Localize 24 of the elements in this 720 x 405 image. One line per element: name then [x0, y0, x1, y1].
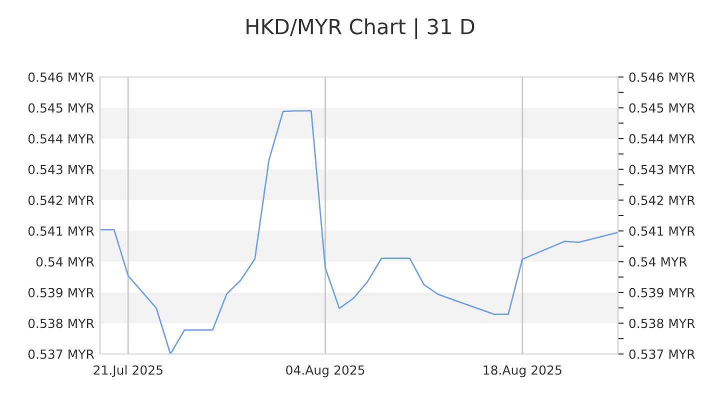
y-tick-label: 0.539 MYR: [28, 288, 94, 298]
y2-tick-label: 0.54 MYR: [629, 257, 687, 267]
y-tick-label: 0.538 MYR: [28, 318, 94, 328]
y-tick-label: 0.537 MYR: [28, 349, 94, 359]
y2-tick-label: 0.539 MYR: [629, 288, 695, 298]
y-tick-label: 0.544 MYR: [28, 134, 94, 144]
x-tick-label: 18.Aug 2025: [484, 365, 562, 378]
y2-tick-label: 0.546 MYR: [629, 72, 695, 82]
y2-tick-label: 0.542 MYR: [629, 196, 695, 206]
y-tick-label: 0.54 MYR: [36, 257, 94, 267]
chart-title: HKD/MYR Chart | 31 D: [246, 18, 474, 40]
y-tick-label: 0.541 MYR: [28, 226, 94, 236]
y2-tick-label: 0.544 MYR: [629, 134, 695, 144]
y-tick-label: 0.545 MYR: [28, 103, 94, 113]
x-tick-label: 04.Aug 2025: [286, 365, 364, 378]
y-tick-label: 0.543 MYR: [28, 164, 94, 174]
y2-tick-label: 0.545 MYR: [629, 103, 695, 113]
y2-tick-label: 0.543 MYR: [629, 164, 695, 174]
y2-tick-label: 0.541 MYR: [629, 226, 695, 236]
y2-tick-label: 0.538 MYR: [629, 318, 695, 328]
y-tick-label: 0.546 MYR: [28, 72, 94, 82]
x-tick-label: 21.Jul 2025: [94, 365, 162, 378]
y2-tick-label: 0.537 MYR: [629, 349, 695, 359]
y-tick-label: 0.542 MYR: [28, 196, 94, 206]
